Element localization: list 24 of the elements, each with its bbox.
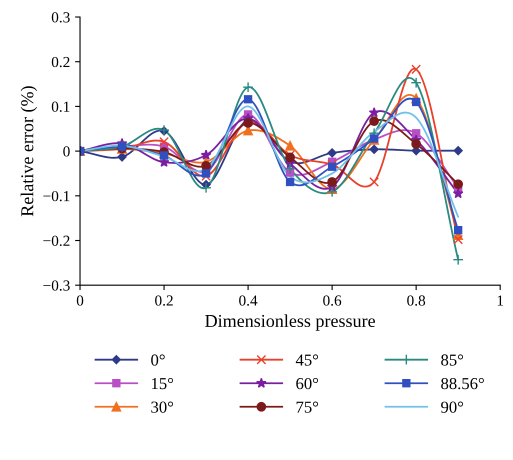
- x-tick-label: 1: [498, 295, 504, 306]
- legend-label: 90°: [441, 402, 464, 413]
- y-tick-label: −0.2: [43, 236, 70, 246]
- legend-label: 30°: [151, 402, 174, 413]
- legend-label: 45°: [296, 354, 318, 366]
- y-tick-label: −0.1: [43, 190, 70, 202]
- legend-label: 0°: [151, 354, 165, 366]
- y-tick-label: 0.3: [52, 12, 70, 23]
- y-tick-label: 0.2: [52, 56, 70, 68]
- y-axis-title: Relative error (%): [20, 86, 38, 216]
- y-tick-label: 0.1: [52, 102, 70, 112]
- x-tick-label: 0.6: [323, 295, 342, 306]
- legend-label: 85°: [441, 354, 464, 366]
- legend-label: 88.56°: [441, 378, 484, 390]
- x-tick-label: 0: [76, 295, 84, 306]
- x-tick-label: 0.4: [239, 295, 258, 306]
- y-tick-label: −0.3: [43, 280, 70, 291]
- legend-label: 60°: [296, 378, 318, 390]
- x-tick-label: 0.2: [155, 295, 173, 306]
- x-axis-title: Dimensionless pressure: [205, 314, 375, 331]
- legend-label: 15°: [152, 378, 174, 390]
- x-tick-label: 0.8: [407, 295, 426, 306]
- legend-label: 75°: [296, 402, 318, 413]
- y-tick-label: 0: [63, 146, 70, 157]
